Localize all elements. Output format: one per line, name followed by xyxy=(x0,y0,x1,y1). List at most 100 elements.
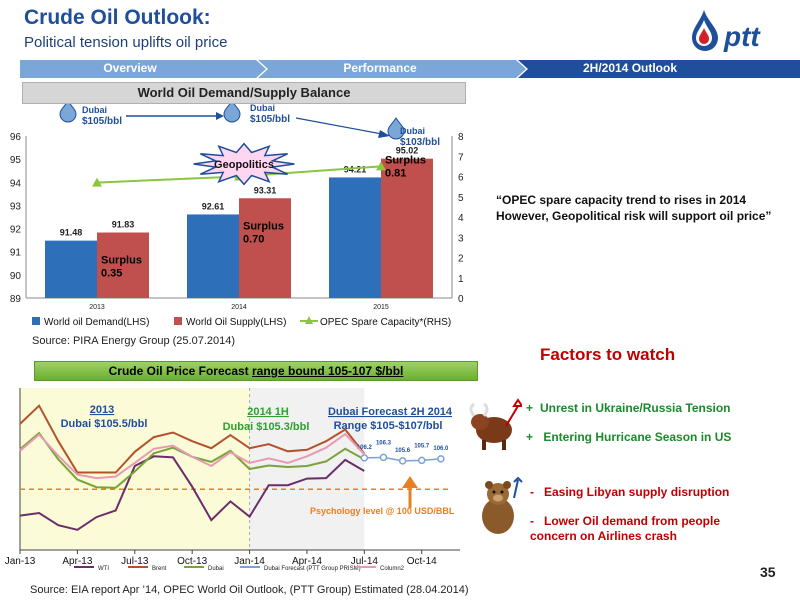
tab-outlook[interactable]: 2H/2014 Outlook xyxy=(582,61,678,75)
forecast-label: 106.3 xyxy=(376,440,392,446)
surplus-label: Surplus xyxy=(101,255,142,267)
forecast-label: 105.7 xyxy=(414,443,430,449)
oil-drop-icon xyxy=(59,104,77,123)
geopolitics-label: Geopolitics xyxy=(214,159,274,171)
x-tick-label: 2013 xyxy=(89,304,105,311)
surplus-value: 0.81 xyxy=(385,168,406,180)
bull-icon xyxy=(469,398,522,450)
x-tick-label: 2014 xyxy=(231,304,247,311)
x-tick-label: Apr-13 xyxy=(62,556,92,567)
annotation-forecast: Dubai Forecast 2H 2014 xyxy=(328,406,453,418)
y-tick-label: 93 xyxy=(10,201,22,212)
forecast-point xyxy=(379,453,388,462)
callout-arrow xyxy=(295,117,383,135)
psychology-level-label: Psychology level @ 100 USD/BBL xyxy=(310,506,455,516)
section-title-balance: World Oil Demand/Supply Balance xyxy=(22,82,466,104)
y-tick-label: 90 xyxy=(10,271,22,282)
legend-label: OPEC Spare Capacity*(RHS) xyxy=(320,317,451,328)
x-tick-label: Apr-14 xyxy=(292,556,322,567)
forecast-label: 106.0 xyxy=(433,446,449,452)
opec-spare-point xyxy=(376,161,386,171)
annotation-2014h1-price: Dubai $105.3/bbl xyxy=(223,421,310,433)
minus-sign-icon: - xyxy=(530,514,534,528)
y2-tick-label: 7 xyxy=(458,152,464,163)
bar-demand xyxy=(45,240,97,298)
source-note-pira: Source: PIRA Energy Group (25.07.2014) xyxy=(32,335,236,347)
annotation-2014h1: 2014 1H xyxy=(247,406,289,418)
legend-swatch-marker xyxy=(305,316,313,324)
surplus-value: 0.70 xyxy=(243,233,264,245)
legend-label: Dubai xyxy=(208,566,224,572)
psych-arrowhead xyxy=(402,476,418,488)
y2-tick-label: 2 xyxy=(458,254,464,265)
page-title: Crude Oil Outlook: xyxy=(24,6,211,29)
x-tick-label: Oct-13 xyxy=(177,556,207,567)
geopolitics-burst xyxy=(193,142,295,186)
y-tick-label: 96 xyxy=(10,132,22,143)
y-tick-label: 94 xyxy=(10,178,22,189)
legend-swatch xyxy=(32,317,40,325)
y2-tick-label: 8 xyxy=(458,132,464,143)
opec-quote: “OPEC spare capacity trend to rises in 2… xyxy=(496,193,772,223)
tab-performance[interactable]: Performance xyxy=(343,61,417,75)
tab-overview[interactable]: Overview xyxy=(103,61,157,75)
bear-icon xyxy=(482,476,523,534)
factor-airlines-text: Lower Oil demand from people concern on … xyxy=(530,514,721,543)
surplus-label: Surplus xyxy=(243,220,284,232)
callout-arrowhead xyxy=(378,130,390,138)
forecast-title-prefix: Crude Oil Price Forecast xyxy=(108,364,252,378)
dubai-label: Dubai xyxy=(250,104,275,113)
zone-2013 xyxy=(20,388,250,550)
factors-title: Factors to watch xyxy=(540,345,676,364)
bar-supply xyxy=(239,198,291,298)
surplus-value: 0.35 xyxy=(101,268,122,280)
y2-tick-label: 0 xyxy=(458,294,464,305)
annotation-2013-price: Dubai $105.5/bbl xyxy=(61,418,148,430)
bar-value-label: 93.31 xyxy=(254,185,277,195)
bar-value-label: 91.83 xyxy=(112,220,135,230)
dubai-price: $103/bbl xyxy=(400,137,440,148)
series-line xyxy=(19,404,366,474)
bar-demand xyxy=(187,214,239,298)
x-tick-label: Jan-14 xyxy=(234,556,265,567)
bar-value-label: 94.21 xyxy=(344,164,367,174)
oil-drop-icon xyxy=(692,10,718,51)
zone-2014h1 xyxy=(249,388,365,550)
factor-libya: - Easing Libyan supply disruption xyxy=(530,485,729,500)
factor-hurricane: + Entering Hurricane Season in US xyxy=(526,430,731,445)
x-tick-label: Jul-13 xyxy=(121,556,149,567)
dubai-label: Dubai xyxy=(400,126,425,136)
y2-tick-label: 6 xyxy=(458,173,464,184)
dubai-label: Dubai xyxy=(82,105,107,115)
forecast-point xyxy=(360,454,369,462)
logo-text: ptt xyxy=(723,21,761,52)
x-tick-label: Jul-14 xyxy=(351,556,379,567)
series-line xyxy=(19,455,365,531)
plus-sign-icon: + xyxy=(526,401,534,415)
y-tick-label: 95 xyxy=(10,155,22,166)
y-tick-label: 91 xyxy=(10,248,22,259)
legend-label: World oil Demand(LHS) xyxy=(44,317,149,328)
factor-ukraine-text: Unrest in Ukraine/Russia Tension xyxy=(540,401,731,415)
annotation-forecast-range: Range $105-$107/bbl xyxy=(334,420,443,432)
forecast-label: 106.2 xyxy=(357,445,373,451)
plus-sign-icon: + xyxy=(526,430,534,444)
x-tick-label: Oct-14 xyxy=(407,556,437,567)
section-title-forecast: Crude Oil Price Forecast range bound 105… xyxy=(34,361,478,381)
factor-airlines: - Lower Oil demand from people concern on… xyxy=(530,514,770,544)
dubai-price: $105/bbl xyxy=(250,114,290,125)
ptt-logo: ptt xyxy=(692,10,761,52)
factor-ukraine: + Unrest in Ukraine/Russia Tension xyxy=(526,401,731,416)
demand-supply-chart: 89 90 91 92 93 94 95 96 0 1 2 3 4 5 6 7 8 2013 91.48 91.83 S… xyxy=(10,104,464,328)
source-note-eia: Source: EIA report Apr ’14, OPEC World O… xyxy=(30,584,469,596)
y-tick-label: 89 xyxy=(10,294,22,305)
nav-bar xyxy=(20,60,800,78)
legend-label: Brent xyxy=(152,566,167,572)
forecast-title-range: range bound 105-107 $/bbl xyxy=(252,364,404,378)
bar-value-label: 95.02 xyxy=(396,146,419,156)
x-tick-label: Jan-13 xyxy=(5,556,36,567)
oil-drop-icon xyxy=(387,117,405,140)
bar-supply xyxy=(381,158,433,298)
y2-tick-label: 5 xyxy=(458,193,464,204)
opec-spare-point xyxy=(92,177,102,187)
